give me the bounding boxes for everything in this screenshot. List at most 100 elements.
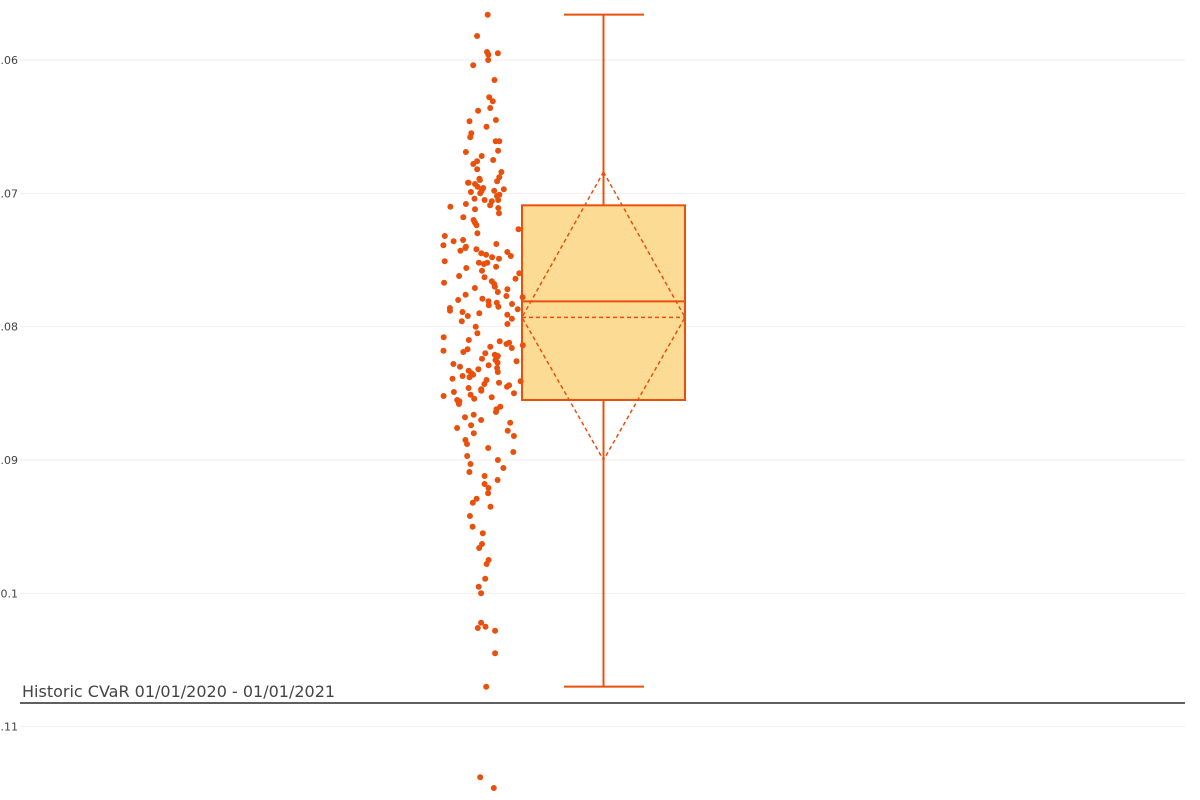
y-tick-label: .11 [1, 721, 19, 734]
data-point [494, 457, 501, 463]
data-point [483, 683, 490, 690]
data-point [503, 293, 510, 299]
data-point [491, 187, 498, 194]
data-point [477, 774, 484, 781]
data-point [475, 366, 482, 373]
data-point [494, 289, 501, 295]
data-point [469, 499, 476, 506]
data-point [496, 210, 502, 217]
data-point [454, 425, 461, 431]
data-point [464, 346, 471, 353]
data-point [485, 445, 492, 451]
data-point [492, 117, 499, 123]
data-point [475, 583, 482, 590]
data-point [467, 134, 474, 141]
data-point [450, 238, 457, 245]
data-point [462, 201, 469, 207]
data-point [507, 419, 514, 426]
data-point [504, 286, 511, 293]
data-point [504, 321, 511, 327]
data-point [440, 334, 447, 341]
data-point [496, 138, 503, 145]
data-point [495, 147, 502, 154]
data-point [519, 342, 526, 349]
data-point [463, 265, 470, 271]
data-point [478, 590, 485, 597]
data-point [441, 279, 448, 286]
data-point [474, 230, 481, 237]
y-tick-label: 0.1 [1, 587, 19, 600]
data-point [490, 157, 497, 163]
data-point [465, 179, 471, 186]
data-point [491, 77, 498, 83]
data-point [487, 202, 494, 209]
data-point [441, 233, 448, 239]
data-point [517, 378, 524, 385]
data-point [494, 477, 501, 483]
data-point [441, 258, 448, 265]
data-point [504, 311, 511, 318]
data-point [485, 51, 492, 58]
data-point [503, 341, 510, 347]
data-point [482, 350, 489, 357]
data-point [470, 430, 477, 437]
data-point [514, 306, 521, 313]
data-point [478, 387, 485, 394]
data-point [487, 503, 494, 510]
data-point [478, 417, 485, 423]
data-point [510, 449, 517, 455]
data-point [471, 195, 478, 202]
iqr-box [521, 204, 686, 401]
data-point [473, 495, 480, 502]
data-point [460, 214, 467, 221]
data-point [492, 650, 499, 657]
data-point [504, 249, 511, 255]
data-point [470, 161, 477, 167]
data-point [486, 94, 493, 101]
y-tick-label: .09 [1, 454, 19, 467]
data-point [498, 169, 505, 175]
data-point [460, 237, 467, 243]
data-point [515, 226, 522, 233]
data-point [459, 309, 466, 315]
data-point [490, 785, 497, 791]
data-point [500, 186, 507, 193]
data-point [508, 345, 515, 351]
data-point [474, 330, 481, 337]
data-point [509, 301, 515, 307]
data-point [488, 394, 495, 401]
data-points [440, 11, 526, 791]
data-point [481, 197, 488, 203]
data-point [465, 385, 472, 391]
data-point [483, 561, 490, 567]
data-point [464, 441, 470, 447]
data-point [447, 307, 453, 314]
data-point [489, 254, 496, 261]
data-point [460, 349, 467, 355]
box-trace [521, 13, 686, 688]
data-point [495, 303, 502, 310]
data-point [473, 246, 480, 253]
data-point [481, 274, 488, 281]
data-point [459, 373, 466, 379]
data-point [487, 105, 494, 111]
data-point [466, 118, 473, 125]
data-point [495, 197, 502, 203]
data-point [450, 361, 457, 367]
data-point [494, 50, 501, 57]
data-point [494, 359, 501, 366]
data-point [479, 295, 486, 302]
data-point [507, 253, 514, 259]
data-point [491, 283, 498, 290]
data-point [493, 241, 500, 247]
data-point [449, 375, 456, 382]
data-point [492, 627, 499, 634]
data-point [462, 414, 468, 421]
data-point [462, 245, 469, 251]
data-point [512, 275, 519, 282]
data-point [473, 222, 480, 229]
data-point [494, 178, 501, 185]
data-point [462, 291, 469, 298]
data-point [496, 379, 502, 386]
